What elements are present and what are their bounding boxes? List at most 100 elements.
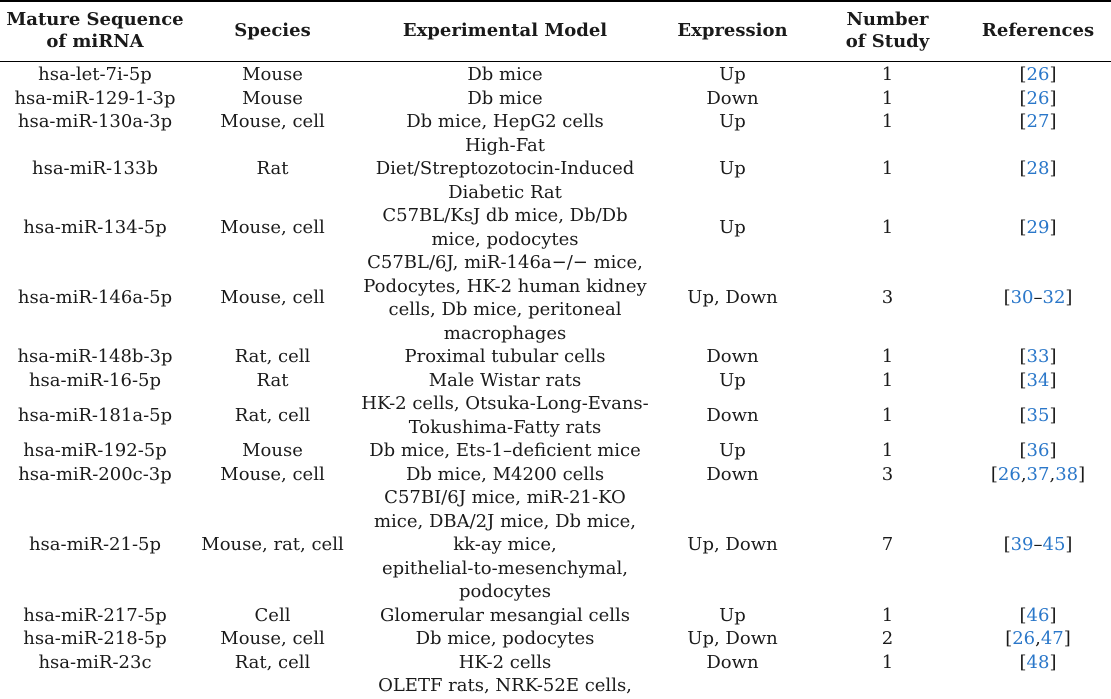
cell-number-of-study: 1: [881, 346, 894, 367]
reference-link[interactable]: 34: [1026, 369, 1050, 391]
cell-mirna: hsa-miR-23c: [38, 651, 152, 673]
cell-species: Rat, cell: [234, 346, 311, 367]
cell-species: Rat: [256, 369, 289, 391]
cell-expression: Up: [719, 216, 746, 238]
cell-mirna: hsa-miR-21-5p: [28, 534, 162, 555]
cell-number-of-study: 1: [881, 87, 894, 109]
cell-number-of-study: 7: [881, 534, 894, 555]
cell-model-line: Podocytes, HK-2 human kidney: [363, 275, 647, 297]
table-row: hsa-miR-130a-3p Mouse, cell Db mice, HepG2…: [0, 110, 1111, 134]
cell-references: [39–45]: [965, 486, 1111, 604]
cell-model-line: Db mice, HepG2 cells: [406, 111, 604, 132]
cell-mirna: hsa-miR-16-5p: [28, 369, 162, 391]
reference-link[interactable]: 27: [1026, 111, 1050, 132]
cell-model-line: High-Fat: [465, 134, 545, 156]
header-number-line: of Study: [845, 31, 930, 52]
reference-link[interactable]: 30: [1010, 287, 1034, 309]
cell-expression: Up: [719, 440, 746, 461]
cell-references: [26,47]: [965, 627, 1111, 651]
cell-mirna: hsa-miR-217-5p: [23, 604, 167, 626]
cell-mirna: hsa-miR-200c-3p: [18, 463, 172, 485]
cell-model: Db mice, podocytes: [355, 627, 655, 651]
reference-separator: –: [1033, 534, 1043, 555]
table-row: hsa-miR-23c Rat, cell HK-2 cells Down 1 [48]: [0, 651, 1111, 675]
reference-link[interactable]: 45: [1042, 534, 1066, 555]
header-expression-line: Expression: [677, 19, 788, 41]
cell-number-of-study: 1: [881, 216, 894, 238]
reference-citation: [29]: [1019, 216, 1057, 238]
cell-model: Db mice, M4200 cells: [355, 463, 655, 487]
reference-link[interactable]: 26: [1026, 64, 1050, 85]
reference-link[interactable]: 29: [1026, 216, 1050, 238]
header-model: Experimental Model: [355, 20, 655, 43]
table-row: hsa-miR-134-5p Mouse, cell C57BL/KsJ db mi…: [0, 204, 1111, 251]
cell-species: Mouse, cell: [220, 463, 325, 485]
cell-number-of-study: [810, 674, 965, 698]
cell-model-line: Diet/Streptozotocin-Induced: [375, 158, 635, 179]
reference-citation: [48]: [1019, 651, 1057, 673]
cell-model-line: Proximal tubular cells: [404, 346, 606, 367]
reference-link[interactable]: 35: [1026, 404, 1050, 426]
reference-link[interactable]: 36: [1026, 440, 1050, 461]
cell-number-of-study: 1: [881, 158, 894, 179]
cell-species: Mouse: [242, 440, 303, 461]
reference-link[interactable]: 48: [1026, 651, 1050, 673]
reference-link[interactable]: 47: [1040, 628, 1064, 649]
cell-model: C57BI/6J mice, miR-21-KO mice, DBA/2J mic…: [355, 486, 655, 604]
reference-link[interactable]: 28: [1026, 158, 1050, 179]
cell-model: OLETF rats, NRK-52E cells,: [355, 674, 655, 698]
cell-number-of-study: 1: [881, 440, 894, 461]
header-mirna-line: of miRNA: [46, 31, 144, 52]
reference-citation: [28]: [1019, 158, 1057, 179]
cell-species: Mouse: [242, 87, 303, 109]
cell-expression: Up: [719, 64, 746, 85]
reference-citation: [26,47]: [1005, 628, 1071, 649]
reference-link[interactable]: 46: [1026, 604, 1050, 626]
cell-expression: Up, Down: [687, 628, 778, 649]
reference-link[interactable]: 33: [1026, 346, 1050, 367]
header-mirna-line: Mature Sequence: [6, 8, 184, 30]
cell-expression: Up: [719, 604, 746, 626]
cell-mirna: hsa-miR-218-5p: [23, 628, 167, 649]
cell-model: HK-2 cells, Otsuka-Long-Evans- Tokushima-…: [355, 392, 655, 439]
table-row: hsa-miR-133b Rat High-Fat Diet/Streptozotoc…: [0, 134, 1111, 205]
reference-link[interactable]: 39: [1010, 534, 1034, 555]
cell-references: [35]: [965, 392, 1111, 439]
reference-link[interactable]: 38: [1055, 463, 1079, 485]
reference-link[interactable]: 37: [1026, 463, 1050, 485]
reference-citation: [39–45]: [1003, 534, 1073, 555]
reference-link[interactable]: 26: [997, 463, 1021, 485]
cell-model-line: Tokushima-Fatty rats: [408, 416, 602, 438]
cell-model-line: C57BI/6J mice, miR-21-KO: [384, 487, 626, 508]
reference-link[interactable]: 26: [1012, 628, 1036, 649]
header-number-line: Number: [846, 8, 929, 30]
cell-model-line: Db mice: [467, 87, 543, 109]
table-top-rule: [0, 0, 1111, 2]
cell-model: Db mice: [355, 87, 655, 111]
cell-number-of-study: 1: [881, 111, 894, 132]
cell-model: Glomerular mesangial cells: [355, 604, 655, 628]
reference-citation: [33]: [1019, 346, 1057, 367]
table-row: hsa-miR-200c-3p Mouse, cell Db mice, M4200…: [0, 463, 1111, 487]
cell-model: C57BL/KsJ db mice, Db/Db mice, podocytes: [355, 204, 655, 251]
cell-model: HK-2 cells: [355, 651, 655, 675]
table-row: hsa-miR-192-5p Mouse Db mice, Ets-1–defici…: [0, 439, 1111, 463]
reference-link[interactable]: 32: [1042, 287, 1066, 309]
cell-model: Db mice, HepG2 cells: [355, 110, 655, 134]
table-row: hsa-miR-16-5p Rat Male Wistar rats Up 1 [34]: [0, 369, 1111, 393]
cell-species: [190, 674, 355, 698]
cell-model-line: Db mice, M4200 cells: [405, 463, 605, 485]
reference-separator: –: [1033, 287, 1043, 309]
cell-model-line: epithelial-to-mesenchymal,: [382, 557, 628, 579]
cell-species: Rat, cell: [234, 404, 311, 426]
cell-model-line: mice, DBA/2J mice, Db mice,: [373, 510, 637, 532]
cell-number-of-study: 3: [881, 287, 894, 309]
reference-separator: ,: [1049, 463, 1056, 485]
cell-references: [29]: [965, 204, 1111, 251]
header-references-line: References: [981, 19, 1095, 41]
cell-model-line: OLETF rats, NRK-52E cells,: [378, 675, 632, 696]
reference-link[interactable]: 26: [1026, 87, 1050, 109]
cell-species: Mouse, cell: [220, 628, 325, 649]
table-row: hsa-miR-21-5p Mouse, rat, cell C57BI/6J mi…: [0, 486, 1111, 604]
table-row: hsa-let-7i-5p Mouse Db mice Up 1 [26]: [0, 63, 1111, 87]
